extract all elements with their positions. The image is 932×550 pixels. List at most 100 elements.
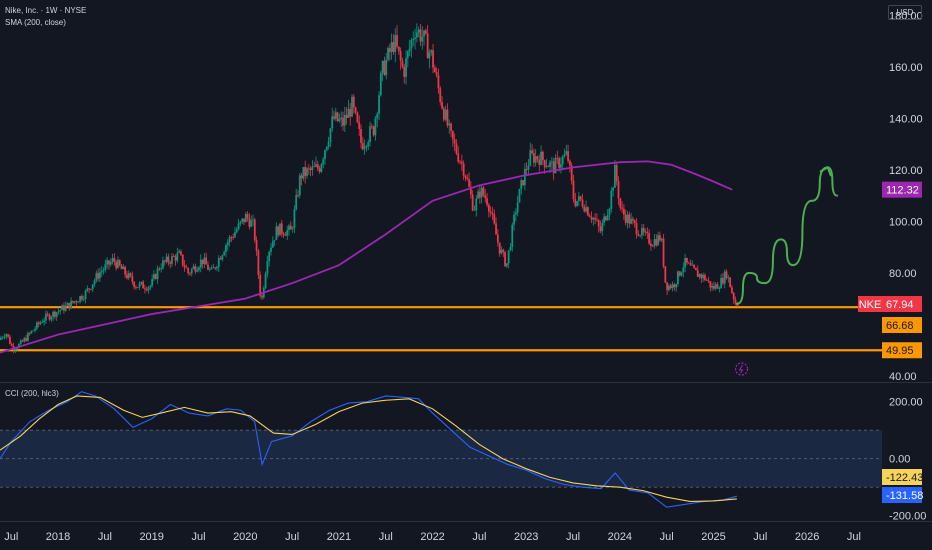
candle-body [178, 251, 181, 253]
candle-body [68, 302, 71, 309]
candle-body [482, 187, 485, 196]
price-axis-tick-label: 120.00 [889, 165, 923, 177]
candle-body [135, 287, 137, 288]
candle-body [309, 168, 312, 170]
candle-body [327, 141, 330, 147]
candle-body [550, 161, 553, 163]
candle-body [646, 231, 649, 234]
price-axis-tick-label: 100.00 [889, 216, 923, 228]
candle-body [543, 160, 546, 168]
time-axis-tick-label: Jul [660, 531, 674, 543]
candle-body [167, 256, 170, 263]
candle-body [608, 208, 611, 216]
candle-body [73, 301, 76, 303]
candle-body [597, 220, 600, 227]
candle-body [315, 164, 317, 167]
candle-body [122, 266, 125, 270]
candle-body [194, 266, 197, 272]
candle-body [300, 175, 303, 179]
candle-body [716, 284, 719, 289]
candle-body [462, 163, 465, 176]
candle-body [187, 268, 190, 274]
candle-body [545, 166, 548, 168]
candle-body [280, 223, 283, 234]
candle-body [678, 271, 681, 276]
projection-arrow [735, 166, 839, 305]
candle-body [453, 139, 456, 144]
candle-body [97, 273, 100, 279]
currency-selector[interactable]: USD [888, 5, 922, 20]
time-axis-tick-label: Jul [753, 531, 767, 543]
candle-body [687, 262, 690, 264]
candle-body [345, 115, 348, 118]
candle-body [563, 154, 566, 157]
candle-body [288, 225, 290, 231]
candle-body [1, 337, 4, 339]
candle-body [118, 260, 121, 266]
candle-body [266, 261, 269, 275]
candle-body [232, 237, 235, 238]
candle-body [129, 273, 132, 276]
candle-body [320, 164, 323, 172]
candle-body [329, 128, 332, 142]
cci-indicator-label[interactable]: CCI (200, hlc3) [5, 389, 59, 398]
support-upper-tag: 66.68 [882, 317, 922, 333]
candle-body [378, 95, 380, 114]
candle-body [277, 226, 280, 236]
candle-body [291, 228, 294, 230]
candle-body [392, 42, 395, 52]
cci-axis-tick-label: 0.00 [889, 454, 910, 466]
candle-body [7, 334, 10, 337]
candle-body [252, 219, 254, 221]
candle-body [81, 296, 83, 300]
candle-body [725, 271, 728, 279]
candle-body [153, 274, 155, 279]
candle-body [731, 287, 733, 293]
candle-body [604, 216, 607, 221]
candle-body [541, 151, 544, 161]
candle-body [268, 251, 271, 262]
candle-body [201, 259, 204, 265]
candle-body [158, 268, 161, 270]
candle-body [367, 142, 370, 147]
candle-body [354, 107, 357, 113]
candle-body [583, 206, 586, 212]
candle-body [57, 311, 60, 313]
candle-body [304, 167, 307, 176]
candle-body [147, 287, 150, 291]
sma-indicator-label[interactable]: SMA (200, close) [5, 18, 66, 27]
candle-body [172, 255, 175, 257]
candle-body [10, 343, 13, 346]
candle-body [108, 260, 110, 265]
candle-body [90, 289, 92, 290]
candle-body [709, 281, 712, 288]
cci-axis-tick-label: 200.00 [889, 397, 923, 409]
candle-body [410, 40, 413, 49]
candle-body [585, 207, 587, 212]
candle-body [372, 126, 375, 136]
candle-body [95, 273, 98, 281]
candle-body [714, 284, 717, 289]
candle-body [653, 239, 656, 247]
candle-body [621, 207, 624, 209]
candle-body [259, 274, 262, 296]
price-tag-value: 66.68 [886, 320, 914, 332]
candle-body [662, 238, 665, 267]
candle-body [693, 264, 696, 268]
candle-body [484, 195, 487, 199]
candle-body [72, 300, 74, 303]
candle-body [399, 51, 402, 61]
cci-value-tag: -131.58 [882, 487, 923, 503]
candle-body [527, 165, 530, 170]
candle-body [437, 75, 440, 89]
candle-body [455, 143, 458, 154]
candle-body [696, 270, 699, 277]
candle-body [174, 256, 177, 261]
candle-body [624, 214, 627, 223]
candle-body [581, 199, 584, 207]
candle-body [255, 240, 258, 251]
candle-body [30, 330, 33, 334]
candle-body [55, 312, 58, 317]
candle-body [574, 199, 577, 206]
